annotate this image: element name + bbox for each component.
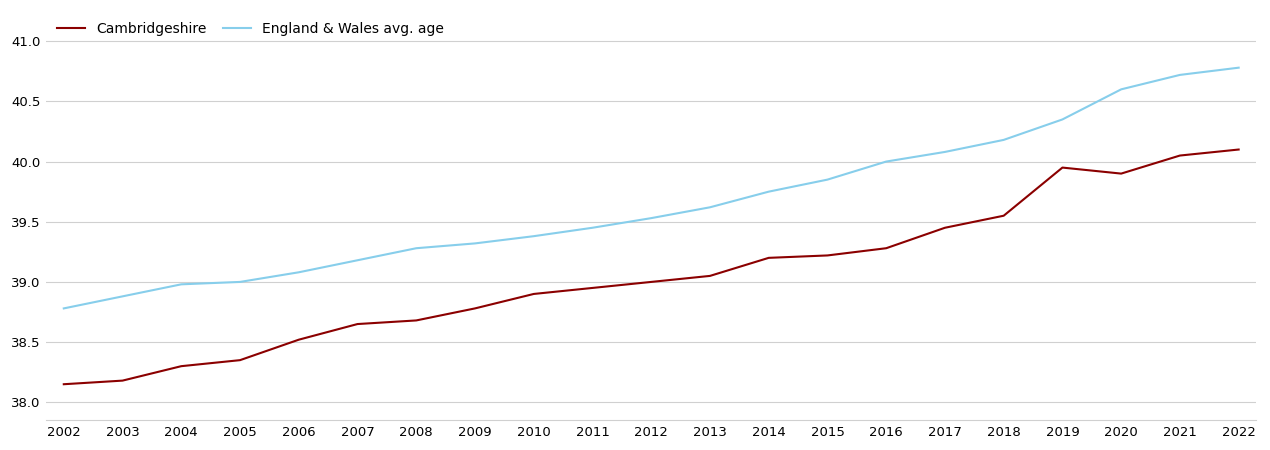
England & Wales avg. age [702,205,718,210]
Cambridgeshire [702,273,718,279]
England & Wales avg. age [467,241,483,246]
England & Wales avg. age [526,234,541,239]
England & Wales avg. age [1172,72,1187,77]
Cambridgeshire [937,225,952,230]
Cambridgeshire [644,279,659,284]
Cambridgeshire [879,246,894,251]
England & Wales avg. age [820,177,836,182]
Cambridgeshire [56,382,71,387]
England & Wales avg. age [996,137,1011,143]
Line: Cambridgeshire: Cambridgeshire [64,149,1238,384]
England & Wales avg. age [56,306,71,311]
Cambridgeshire [820,253,836,258]
England & Wales avg. age [351,257,366,263]
Cambridgeshire [232,357,248,363]
England & Wales avg. age [585,225,601,230]
Cambridgeshire [114,378,130,383]
England & Wales avg. age [879,159,894,164]
Cambridgeshire [996,213,1011,218]
England & Wales avg. age [114,294,130,299]
England & Wales avg. age [1231,65,1246,70]
Cambridgeshire [351,321,366,327]
Cambridgeshire [467,306,483,311]
Cambridgeshire [1231,147,1246,152]
Cambridgeshire [409,318,424,323]
England & Wales avg. age [937,149,952,155]
Cambridgeshire [761,255,776,261]
Line: England & Wales avg. age: England & Wales avg. age [64,68,1238,308]
Cambridgeshire [174,364,189,369]
Cambridgeshire [526,291,541,297]
England & Wales avg. age [174,282,189,287]
England & Wales avg. age [409,246,424,251]
Cambridgeshire [291,337,306,342]
England & Wales avg. age [644,216,659,221]
Legend: Cambridgeshire, England & Wales avg. age: Cambridgeshire, England & Wales avg. age [53,18,448,40]
England & Wales avg. age [1055,117,1071,122]
Cambridgeshire [585,285,601,291]
Cambridgeshire [1172,153,1187,158]
Cambridgeshire [1114,171,1129,176]
Cambridgeshire [1055,165,1071,170]
England & Wales avg. age [291,270,306,275]
England & Wales avg. age [1114,87,1129,92]
England & Wales avg. age [232,279,248,284]
England & Wales avg. age [761,189,776,194]
